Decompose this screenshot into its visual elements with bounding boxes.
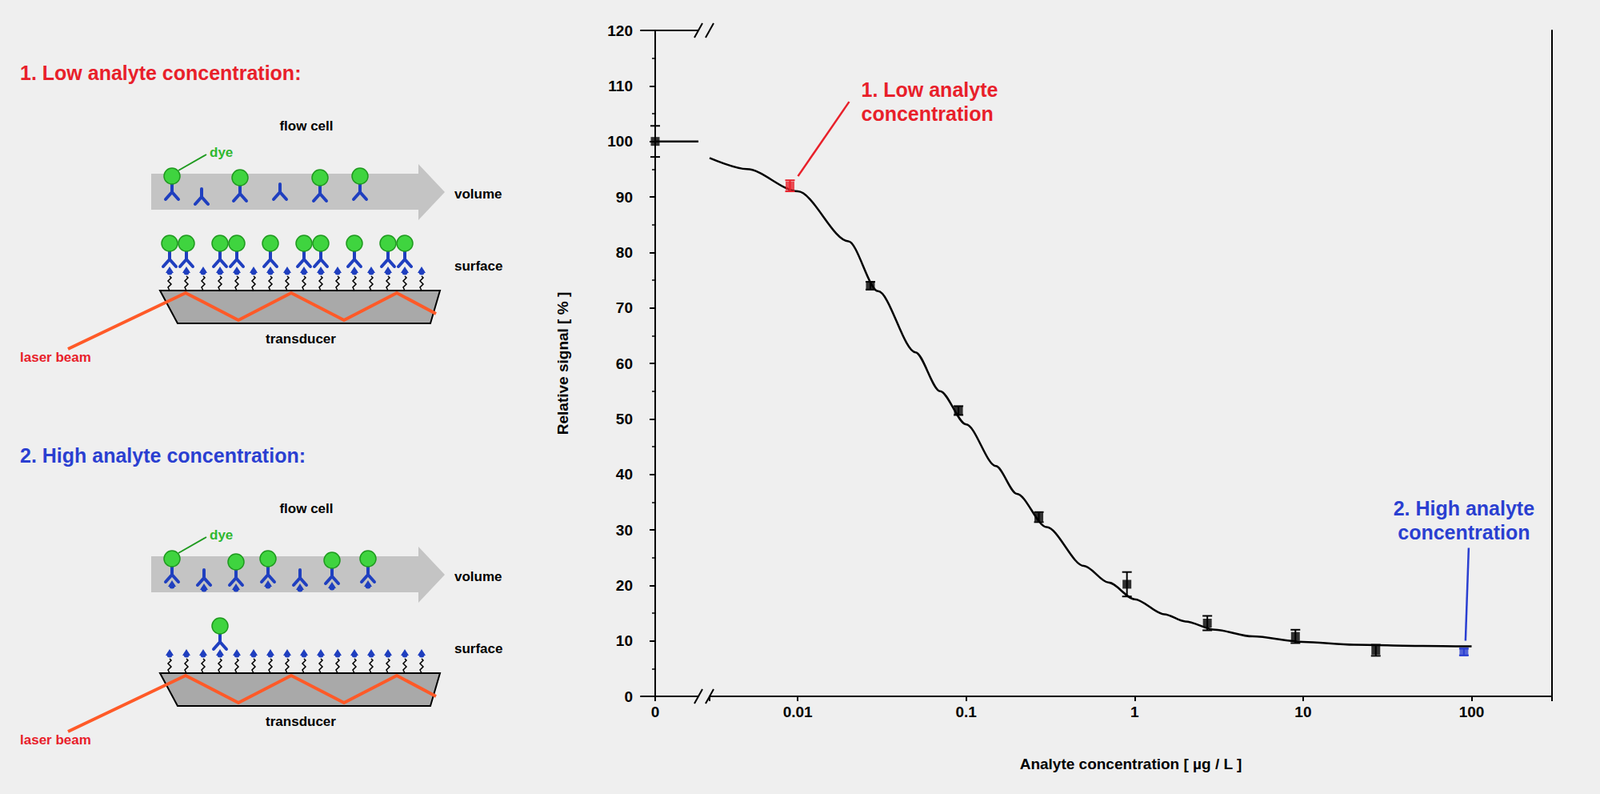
- svg-text:80: 80: [616, 244, 633, 261]
- svg-text:40: 40: [616, 465, 633, 483]
- svg-text:0: 0: [624, 688, 633, 705]
- svg-text:0.01: 0.01: [783, 703, 813, 720]
- svg-text:dye: dye: [209, 527, 233, 543]
- svg-text:laser beam: laser beam: [20, 349, 92, 365]
- svg-text:10: 10: [1294, 703, 1312, 720]
- svg-text:volume: volume: [454, 568, 503, 584]
- svg-text:flow cell: flow cell: [279, 500, 333, 516]
- svg-text:transducer: transducer: [265, 331, 336, 347]
- svg-text:10: 10: [616, 632, 633, 649]
- svg-text:surface: surface: [454, 258, 503, 274]
- svg-text:2. High analyte: 2. High analyte: [1393, 496, 1536, 520]
- svg-text:100: 100: [607, 132, 633, 150]
- svg-text:laser beam: laser beam: [20, 732, 92, 748]
- svg-text:1. Low analyte concentration:: 1. Low analyte concentration:: [20, 61, 301, 84]
- svg-text:20: 20: [616, 576, 633, 594]
- svg-text:50: 50: [616, 410, 633, 428]
- svg-text:Analyte concentration [ µg / L: Analyte concentration [ µg / L ]: [1020, 755, 1243, 772]
- svg-text:flow cell: flow cell: [279, 118, 333, 134]
- svg-text:concentration: concentration: [860, 102, 993, 125]
- svg-text:1. Low analyte: 1. Low analyte: [860, 78, 998, 101]
- svg-text:120: 120: [607, 22, 633, 40]
- svg-text:dye: dye: [209, 144, 233, 160]
- svg-text:transducer: transducer: [265, 713, 336, 729]
- svg-text:surface: surface: [454, 640, 503, 656]
- svg-text:concentration: concentration: [1397, 520, 1530, 544]
- svg-text:0: 0: [651, 703, 660, 720]
- svg-text:110: 110: [608, 77, 633, 95]
- svg-text:100: 100: [1459, 703, 1485, 720]
- svg-text:70: 70: [616, 299, 633, 316]
- svg-text:90: 90: [616, 188, 633, 206]
- svg-text:0.1: 0.1: [956, 703, 978, 720]
- svg-text:2. High analyte concentration:: 2. High analyte concentration:: [20, 444, 306, 467]
- svg-text:60: 60: [616, 355, 633, 372]
- svg-text:volume: volume: [454, 186, 503, 202]
- svg-text:30: 30: [616, 521, 633, 539]
- svg-text:Relative signal [ % ]: Relative signal [ % ]: [554, 292, 572, 435]
- svg-text:1: 1: [1130, 703, 1140, 720]
